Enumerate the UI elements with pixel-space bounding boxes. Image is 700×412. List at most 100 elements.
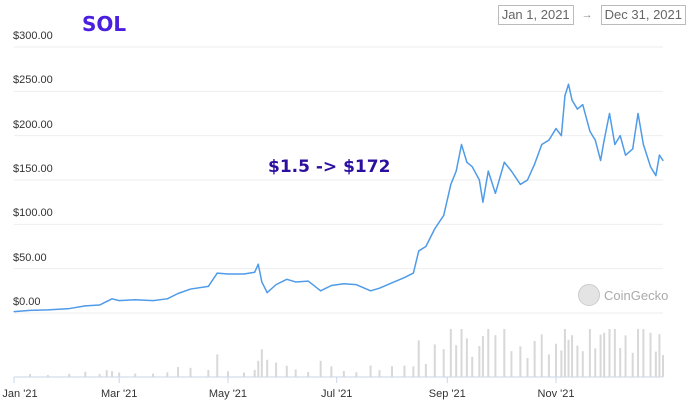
price-point	[460, 143, 463, 146]
volume-bar	[613, 329, 616, 377]
price-point	[658, 154, 661, 156]
price-point	[29, 309, 31, 311]
price-point	[455, 170, 457, 172]
price-point	[576, 108, 579, 110]
volume-bar	[98, 374, 101, 377]
price-point	[624, 154, 627, 156]
price-point	[207, 285, 209, 287]
volume-bar	[118, 372, 121, 377]
price-point	[330, 284, 332, 287]
price-point	[369, 290, 372, 292]
price-point	[412, 272, 414, 274]
price-point	[478, 179, 480, 181]
price-point	[619, 135, 621, 137]
volume-bar	[105, 370, 108, 377]
price-point	[13, 311, 15, 313]
price-point	[443, 214, 445, 217]
price-point	[466, 161, 468, 163]
volume-bar	[608, 329, 611, 377]
y-tick-label: $150.00	[13, 163, 53, 175]
volume-bar	[355, 372, 358, 377]
volume-bar	[581, 351, 584, 377]
price-point	[275, 284, 277, 286]
price-point	[68, 307, 70, 310]
volume-bar	[294, 369, 297, 377]
price-point	[355, 284, 357, 286]
price-point	[166, 298, 168, 300]
price-point	[519, 183, 521, 186]
date-from-input[interactable]: Jan 1, 2021	[497, 5, 574, 25]
price-point	[320, 290, 322, 292]
volume-bar	[631, 352, 634, 377]
volume-bar	[68, 373, 71, 377]
coin-title: SOL	[82, 12, 127, 36]
x-tick-label: Jan '21	[2, 388, 38, 400]
volume-bar	[503, 329, 506, 377]
price-point	[655, 174, 657, 177]
price-point	[482, 201, 484, 203]
date-to-input[interactable]: Dec 31, 2021	[600, 5, 686, 25]
volume-bar	[207, 370, 210, 377]
volume-bar	[594, 348, 597, 377]
price-point	[243, 273, 245, 275]
volume-bar	[571, 335, 574, 377]
volume-bar	[319, 360, 322, 377]
volume-bar	[417, 340, 420, 377]
volume-bar	[260, 349, 263, 377]
volume-bar	[478, 346, 481, 377]
date-range-picker: Jan 1, 2021 → Dec 31, 2021	[497, 5, 686, 25]
volume-bar	[649, 332, 652, 377]
volume-bar	[46, 375, 49, 377]
volume-bar	[330, 366, 333, 377]
price-point	[510, 170, 513, 172]
volume-bar	[494, 335, 497, 377]
volume-bar	[599, 334, 602, 377]
volume-bar	[471, 356, 474, 377]
y-tick-label: $200.00	[13, 118, 53, 131]
volume-bar	[166, 372, 169, 377]
volume-bar	[177, 367, 180, 377]
volume-bar	[465, 338, 468, 377]
volume-bar	[243, 372, 246, 377]
volume-bar	[442, 349, 445, 377]
volume-bar	[658, 334, 661, 377]
price-point	[98, 304, 101, 306]
price-point	[662, 159, 664, 162]
volume-bar	[603, 332, 606, 377]
coingecko-logo-icon	[578, 284, 600, 306]
volume-bar	[152, 373, 155, 377]
volume-bar	[487, 329, 490, 377]
price-point	[649, 166, 652, 168]
price-point	[307, 280, 309, 282]
volume-bar	[455, 345, 458, 377]
price-point	[603, 139, 605, 141]
price-point	[555, 127, 557, 130]
price-point	[548, 139, 550, 141]
price-point	[599, 159, 602, 162]
price-point	[594, 139, 596, 141]
y-tick-label: $50.00	[13, 251, 47, 264]
volume-bar	[285, 365, 288, 377]
price-point	[637, 112, 639, 115]
volume-bar	[654, 351, 657, 377]
volume-bar	[547, 354, 550, 377]
volume-bar	[84, 371, 87, 377]
price-point	[632, 148, 634, 150]
y-tick-label: $300.00	[13, 30, 53, 42]
price-point	[450, 183, 452, 186]
coingecko-watermark: CoinGecko	[578, 284, 668, 306]
volume-bar	[226, 371, 229, 377]
price-point	[567, 83, 570, 85]
price-point	[418, 250, 420, 252]
price-point	[286, 278, 288, 280]
chart-annotation: $1.5 -> $172	[268, 157, 391, 177]
price-point	[608, 112, 611, 115]
price-point	[111, 298, 113, 300]
price-point	[434, 228, 436, 230]
volume-bar	[134, 373, 137, 377]
volume-bar	[189, 367, 192, 377]
price-point	[84, 305, 86, 307]
volume-bar	[637, 329, 640, 377]
price-point	[425, 245, 427, 248]
